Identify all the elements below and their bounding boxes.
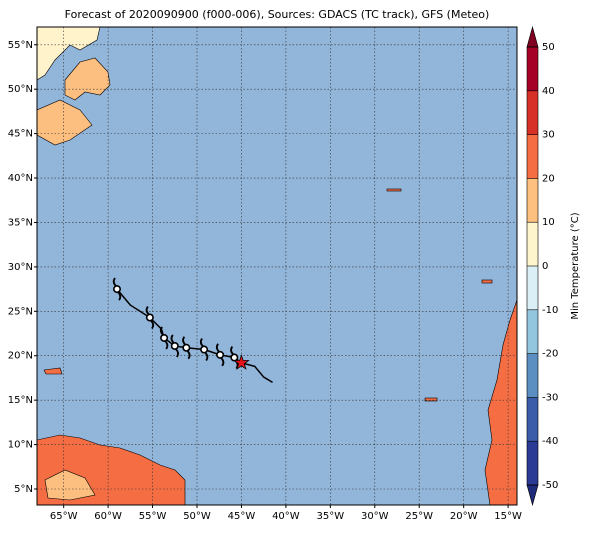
colorbar-extension <box>526 25 539 48</box>
storm-symbol-tail <box>204 351 209 362</box>
land-region <box>64 57 111 101</box>
grid <box>37 27 517 505</box>
colorbar-tick-label: 30 <box>542 130 555 141</box>
colorbar-label: Min Temperature (°C) <box>570 212 581 319</box>
storm-symbol-tail <box>170 334 175 344</box>
colorbar-tick-label: 20 <box>542 173 555 184</box>
colorbar-tick-label: 50 <box>542 42 555 53</box>
map-frame <box>36 26 518 506</box>
storm-symbol-tail <box>175 348 179 358</box>
storm-symbol-tail <box>164 340 169 350</box>
y-tick-label: 15°N <box>8 395 33 406</box>
colorbar-bin <box>527 441 538 486</box>
island <box>424 397 438 402</box>
storm-symbol <box>230 345 239 370</box>
y-tick-label: 10°N <box>8 440 33 451</box>
x-tick-label: 65°W <box>50 511 78 522</box>
storm-symbol <box>145 305 155 330</box>
colorbar-tick-label: 40 <box>542 86 555 97</box>
land <box>37 27 517 505</box>
storm-symbol-eye <box>216 350 225 359</box>
x-tick-label: 15°W <box>494 511 522 522</box>
island <box>481 279 493 284</box>
storm-symbol-tail <box>186 350 191 360</box>
colorbar-bin <box>527 178 538 223</box>
y-tick-label: 35°N <box>8 217 33 228</box>
x-tick-label: 55°W <box>139 511 167 522</box>
x-tick-label: 30°W <box>361 511 389 522</box>
storm-symbol <box>215 343 225 367</box>
colorbar-tick-label: -40 <box>542 436 558 447</box>
track <box>112 277 273 384</box>
storm-symbol <box>199 337 209 362</box>
storm-symbol-tail <box>215 343 220 353</box>
x-tick-label: 35°W <box>317 511 345 522</box>
land-region <box>44 469 96 501</box>
land-region <box>43 367 63 375</box>
island <box>386 188 402 192</box>
x-tick-label: 25°W <box>405 511 433 522</box>
storm-symbol-tail <box>199 337 204 348</box>
colorbar-bin <box>527 266 538 311</box>
storm-symbol-tail <box>145 305 150 316</box>
colorbar-bin <box>527 47 538 92</box>
storm-symbol-eye <box>170 341 179 350</box>
storm-symbol <box>112 277 122 301</box>
land-region <box>37 99 93 146</box>
storm-symbol-eye <box>145 313 154 322</box>
colorbar-tick-label: -20 <box>542 349 558 360</box>
colorbar-tick-label: -30 <box>542 392 558 403</box>
x-tick-label: 40°W <box>272 511 300 522</box>
y-tick-label: 50°N <box>8 84 33 95</box>
current-position <box>233 354 250 370</box>
colorbar-extension <box>526 484 539 507</box>
colorbar-tick-label: -10 <box>542 305 558 316</box>
map-title: Forecast of 2020090900 (f000-006), Sourc… <box>65 8 490 21</box>
storm-symbol-tail <box>112 277 117 287</box>
storm-symbol-tail <box>117 291 122 301</box>
colorbar-bin <box>527 397 538 442</box>
storm-symbol-eye <box>160 333 169 342</box>
x-tick-label: 50°W <box>183 511 211 522</box>
y-tick-label: 55°N <box>8 40 33 51</box>
x-tick-label: 20°W <box>450 511 478 522</box>
land-region <box>484 299 517 505</box>
storm-symbol-eye <box>113 285 122 294</box>
y-tick-label: 45°N <box>8 129 33 140</box>
storm-symbol-eye <box>200 345 209 354</box>
colorbar: -50 -40 -30 -20 -10 0 10 20 30 40 50 <box>526 25 558 507</box>
ocean <box>37 27 517 505</box>
x-tick-label: 45°W <box>228 511 256 522</box>
storm-symbol-tail <box>159 326 164 336</box>
x-tick-label: 60°W <box>94 511 122 522</box>
colorbar-tick-label: 0 <box>542 261 548 272</box>
storm-symbol <box>170 334 179 358</box>
colorbar-bin <box>527 222 538 267</box>
colorbar-tick-label: 10 <box>542 217 555 228</box>
storm-symbol <box>182 336 191 360</box>
storm-symbol-tail <box>230 345 234 356</box>
storm-symbol-tail <box>220 357 225 367</box>
colorbar-bin <box>527 353 538 398</box>
y-tick-label: 30°N <box>8 262 33 273</box>
storm-symbol <box>159 326 169 350</box>
storm-symbol-eye <box>182 343 191 352</box>
storm-symbol-eye <box>230 353 239 362</box>
y-tick-label: 5°N <box>14 484 33 495</box>
y-tick-label: 25°N <box>8 306 33 317</box>
colorbar-tick-label: -50 <box>542 480 558 491</box>
y-tick-label: 40°N <box>8 173 33 184</box>
colorbar-bin <box>527 90 538 135</box>
storm-symbol-tail <box>182 336 186 346</box>
colorbar-bin <box>527 134 538 179</box>
y-tick-label: 20°N <box>8 351 33 362</box>
storm-symbol-tail <box>150 319 155 330</box>
colorbar-bin <box>527 309 538 354</box>
